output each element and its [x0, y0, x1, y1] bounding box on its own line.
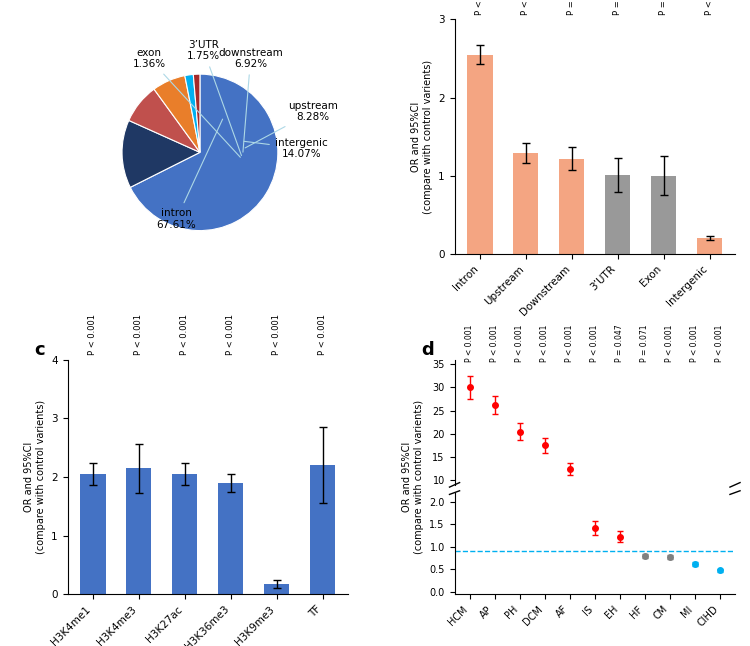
Text: intergenic
14.07%: intergenic 14.07% [244, 138, 328, 160]
Bar [697, 238, 722, 254]
Bar [605, 175, 630, 254]
Text: P < 0.001: P < 0.001 [490, 324, 499, 362]
Text: c: c [34, 341, 44, 359]
Text: intron
67.61%: intron 67.61% [157, 119, 223, 229]
Text: P < 0.001: P < 0.001 [691, 324, 700, 362]
Text: P = 1.000: P = 1.000 [659, 0, 668, 15]
Wedge shape [184, 74, 200, 152]
Bar [172, 474, 197, 594]
Wedge shape [129, 89, 200, 152]
Wedge shape [122, 120, 200, 187]
Bar [218, 483, 243, 594]
Text: P < 0.001: P < 0.001 [180, 314, 189, 355]
Y-axis label: OR and 95%CI
(compare with control varients): OR and 95%CI (compare with control varie… [24, 400, 46, 554]
Wedge shape [194, 74, 200, 152]
Text: P < 0.001: P < 0.001 [705, 0, 714, 15]
Text: P < 0.001: P < 0.001 [540, 324, 549, 362]
Text: P < 0.001: P < 0.001 [134, 314, 143, 355]
Text: 3’UTR
1.75%: 3’UTR 1.75% [188, 40, 242, 156]
Wedge shape [154, 76, 200, 152]
Text: P < 0.001: P < 0.001 [226, 314, 236, 355]
Text: P < 0.001: P < 0.001 [465, 324, 474, 362]
Bar [513, 153, 538, 254]
Bar [467, 54, 493, 254]
Text: P = 0.007: P = 0.007 [567, 0, 576, 15]
Text: P < 0.001: P < 0.001 [566, 324, 574, 362]
Bar [80, 474, 106, 594]
Bar [126, 468, 152, 594]
Text: OR and 95%CI
(compare with control varients): OR and 95%CI (compare with control varie… [403, 400, 424, 554]
Bar [651, 176, 676, 254]
Text: P < 0.001: P < 0.001 [272, 314, 281, 355]
Text: P = 0.047: P = 0.047 [615, 324, 624, 362]
Text: downstream
6.92%: downstream 6.92% [218, 48, 283, 152]
Text: P < 0.001: P < 0.001 [716, 324, 724, 362]
Text: upstream
8.28%: upstream 8.28% [245, 101, 338, 148]
Y-axis label: OR and 95%CI
(compare with control varients): OR and 95%CI (compare with control varie… [411, 59, 433, 214]
Text: P < 0.001: P < 0.001 [590, 324, 599, 362]
Bar [310, 465, 335, 594]
Text: P < 0.001: P < 0.001 [521, 0, 530, 15]
Text: P < 0.001: P < 0.001 [515, 324, 524, 362]
Text: d: d [421, 341, 434, 359]
Text: P < 0.001: P < 0.001 [318, 314, 327, 355]
Text: P < 0.001: P < 0.001 [88, 314, 98, 355]
Bar [264, 584, 290, 594]
Text: P = 0.890: P = 0.890 [614, 0, 622, 15]
Text: P < 0.001: P < 0.001 [665, 324, 674, 362]
Text: P = 0.071: P = 0.071 [640, 324, 650, 362]
Bar [560, 159, 584, 254]
Wedge shape [130, 74, 278, 231]
Text: P < 0.001: P < 0.001 [476, 0, 484, 15]
Text: exon
1.36%: exon 1.36% [133, 48, 240, 157]
